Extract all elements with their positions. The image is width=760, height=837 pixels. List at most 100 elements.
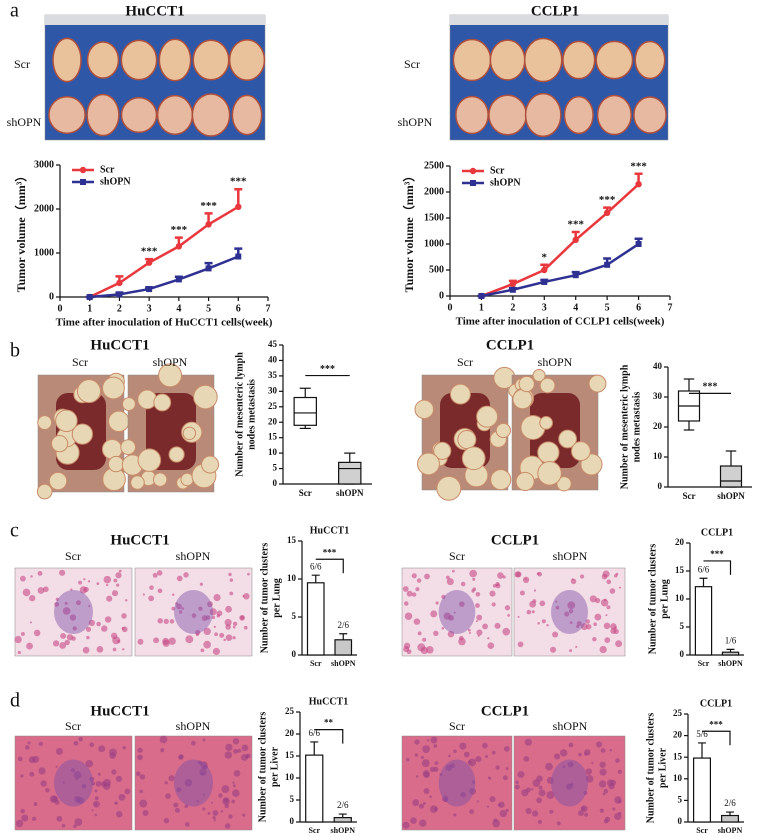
tissue <box>55 765 58 768</box>
tissue <box>224 803 230 809</box>
tumor <box>562 40 596 80</box>
tissue <box>94 789 98 793</box>
error-bar <box>726 811 734 816</box>
tissue <box>495 583 501 589</box>
intestine <box>512 389 533 410</box>
y-axis-label: nodes metastasis <box>246 379 257 450</box>
tissue <box>153 637 160 644</box>
count-label: 1/6 <box>725 635 737 645</box>
tissue <box>482 742 488 749</box>
tissue <box>17 756 23 762</box>
tissue <box>59 569 66 576</box>
tissue <box>218 793 223 798</box>
tumor <box>596 94 632 136</box>
tissue <box>419 819 427 827</box>
tissue <box>207 811 211 815</box>
tissue <box>72 626 77 631</box>
y-tick-label: 25 <box>285 706 295 716</box>
photo <box>44 14 266 141</box>
tissue <box>539 600 546 607</box>
tissue <box>578 810 584 817</box>
tissue <box>525 808 532 815</box>
tumor <box>86 41 120 79</box>
tissue <box>245 753 251 759</box>
tissue <box>523 756 530 762</box>
legend-marker <box>79 166 87 174</box>
x-tick-label: shOPN <box>331 659 356 668</box>
tissue <box>27 741 31 745</box>
intestine <box>558 429 577 449</box>
tissue <box>185 635 194 644</box>
x-tick-label: 7 <box>668 302 673 313</box>
tissue <box>589 595 597 603</box>
significance-bracket <box>315 558 344 574</box>
tissue <box>224 751 233 759</box>
tissue <box>78 580 83 585</box>
photo <box>14 567 133 657</box>
intestine <box>457 430 477 450</box>
tissue <box>163 618 169 625</box>
tissue <box>458 637 466 646</box>
marker <box>635 181 642 188</box>
tissue <box>467 760 472 765</box>
tissue <box>222 797 230 806</box>
tissue <box>603 598 607 602</box>
y-tick-label: 15 <box>268 432 278 442</box>
tissue <box>214 632 218 637</box>
intestine <box>153 393 172 412</box>
tissue <box>176 575 183 582</box>
tissue <box>435 601 439 605</box>
x-tick-label: Scr <box>698 659 710 668</box>
tissue <box>184 804 189 809</box>
tissue <box>423 771 430 779</box>
intestine <box>121 397 136 412</box>
significance-bracket <box>703 560 732 575</box>
tissue <box>524 738 532 746</box>
tissue <box>591 761 594 765</box>
legend-label: Scr <box>100 164 115 175</box>
y-tick-label: 0 <box>273 478 278 488</box>
tissue <box>196 799 200 803</box>
tissue <box>560 749 568 757</box>
tissue <box>121 626 128 633</box>
tissue <box>615 758 620 763</box>
significance: ** <box>324 718 334 728</box>
y-axis-label: Number of tumor clusters <box>259 543 270 654</box>
tissue <box>406 757 410 762</box>
tissue <box>502 627 511 636</box>
tissue <box>213 594 221 602</box>
count-label: 6/6 <box>698 564 710 574</box>
tissue <box>157 618 163 624</box>
tissue <box>212 647 220 655</box>
y-axis-label: per Lung <box>271 578 282 618</box>
tissue <box>413 618 421 625</box>
tissue <box>139 774 146 780</box>
tissue <box>615 640 623 648</box>
tissue <box>98 745 106 753</box>
tissue <box>422 802 426 805</box>
tissue <box>62 781 65 784</box>
marker <box>146 286 153 293</box>
tissue <box>85 759 94 768</box>
tissue <box>417 631 422 636</box>
y-tick-label: 0 <box>290 816 295 826</box>
significance: *** <box>599 194 616 206</box>
tissue <box>137 747 143 753</box>
tissue <box>564 611 570 617</box>
tissue <box>202 793 206 796</box>
intestine <box>108 410 130 433</box>
tissue <box>459 742 467 750</box>
tissue <box>460 581 466 587</box>
intestine <box>436 475 462 501</box>
tissue <box>225 605 232 613</box>
tissue <box>183 572 189 578</box>
tissue <box>581 623 588 631</box>
tissue <box>110 632 118 640</box>
y-tick-label: 2500 <box>424 160 444 171</box>
intestine <box>158 363 183 388</box>
photo <box>134 567 253 657</box>
x-tick-label: 1 <box>87 303 92 314</box>
photo <box>401 735 513 831</box>
bar <box>720 814 739 823</box>
tissue <box>453 749 457 754</box>
